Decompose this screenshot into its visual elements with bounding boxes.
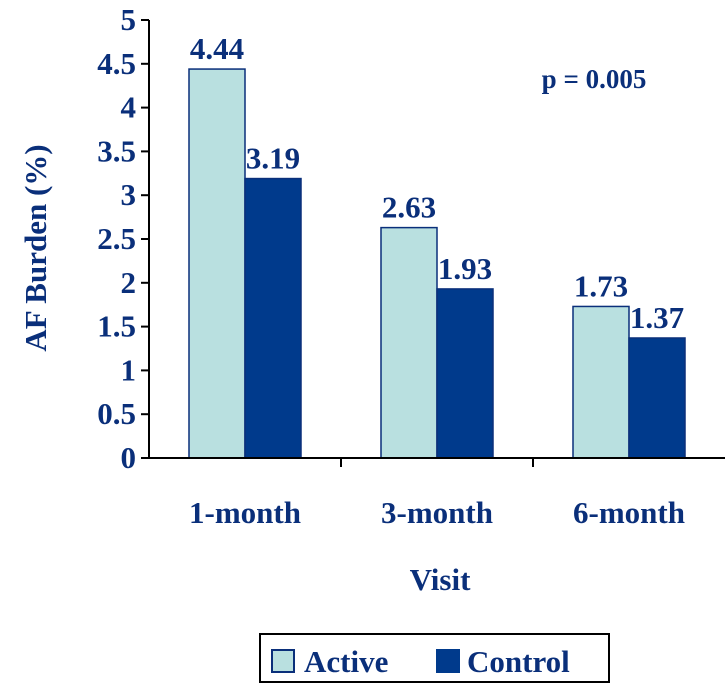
legend-swatch-active <box>271 649 295 673</box>
legend-label-active: Active <box>304 644 388 679</box>
data-label-active-6-month: 1.73 <box>574 268 628 303</box>
bar-active-1-month <box>188 68 246 459</box>
y-tick-label: 4.5 <box>97 46 136 81</box>
y-tick-label: 5 <box>121 2 137 37</box>
bar-labels-layer: 4.44 3.19 2.631.93 1.731.37 <box>190 31 684 335</box>
data-label-control-3-month: 1.93 <box>438 251 492 286</box>
y-tick-label: 0 <box>121 440 137 475</box>
y-tick-label: 0.5 <box>97 396 136 431</box>
data-label-control-1-month: 3.19 <box>246 141 300 176</box>
x-axis-title: Visit <box>410 562 472 597</box>
bar-control-1-month <box>244 177 302 459</box>
legend-swatch-control <box>436 649 460 673</box>
y-tick-label: 2 <box>121 265 137 300</box>
x-ticks-layer: 1-month 3-month 6-month <box>189 458 685 530</box>
legend-label-control: Control <box>467 644 570 679</box>
y-tick-label: 1 <box>121 352 137 387</box>
bar-control-3-month <box>436 288 494 459</box>
data-label-active-1-month: 4.44 <box>190 31 244 66</box>
x-tick-label: 1-month <box>189 495 301 530</box>
y-tick-label: 2.5 <box>97 221 136 256</box>
bars-layer <box>188 68 686 459</box>
x-tick-label: 6-month <box>573 495 685 530</box>
p-value-annotation: p = 0.005 <box>542 64 647 94</box>
data-label-control-6-month: 1.37 <box>630 300 684 335</box>
bar-control-6-month <box>628 337 686 459</box>
y-tick-label: 3.5 <box>97 133 136 168</box>
bar-active-3-month <box>380 226 438 459</box>
data-label-active-3-month: 2.63 <box>382 190 436 225</box>
y-tick-label: 3 <box>121 177 137 212</box>
y-ticks-layer: 0 0.5 1 1.5 2 2.5 3 3.5 4 4.5 5 <box>97 2 149 475</box>
y-tick-label: 4 <box>121 90 137 125</box>
y-axis-title: AF Burden (%) <box>18 144 53 351</box>
y-tick-label: 1.5 <box>97 309 136 344</box>
x-tick-label: 3-month <box>381 495 493 530</box>
legend: Active Control <box>259 633 610 683</box>
legend-frame <box>259 633 610 683</box>
bar-active-6-month <box>572 305 630 459</box>
